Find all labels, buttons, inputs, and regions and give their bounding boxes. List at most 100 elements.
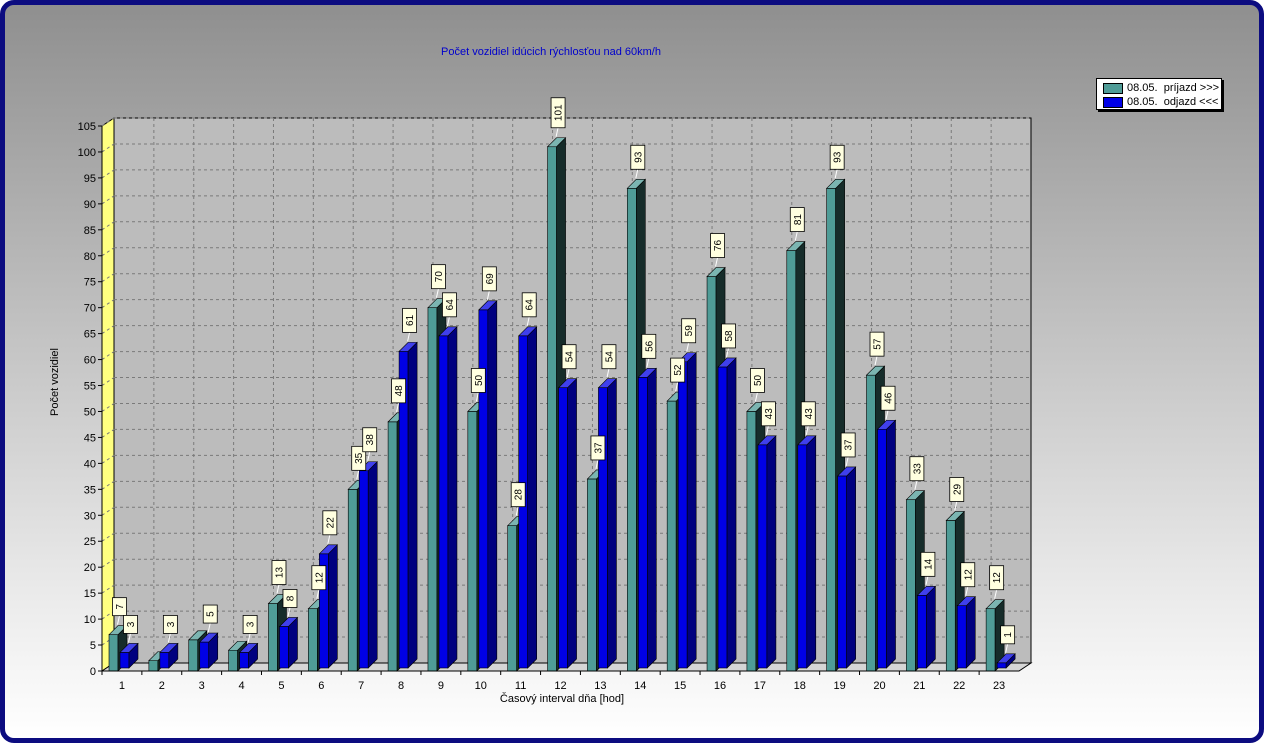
bar-top — [956, 596, 976, 607]
bar-odjazd — [836, 466, 857, 669]
data-label-box — [431, 264, 446, 290]
data-label-box — [681, 318, 697, 344]
data-label: 93 — [829, 144, 845, 179]
data-label: 50 — [750, 368, 765, 402]
data-label-box — [362, 427, 378, 453]
data-label-text: 52 — [673, 364, 684, 376]
y-tick-label: 85 — [84, 225, 96, 237]
data-label-box — [391, 378, 406, 404]
data-label-leader — [845, 456, 849, 467]
data-label-box — [920, 551, 936, 577]
bar-front — [268, 603, 278, 672]
data-label-text: 14 — [923, 558, 934, 570]
bar-front — [387, 421, 398, 672]
bar-front — [627, 187, 637, 672]
data-label-box — [789, 207, 805, 232]
grid-line-side — [101, 273, 115, 283]
data-label-box — [710, 233, 725, 258]
y-tick-label: 50 — [84, 406, 96, 418]
data-label-text: 64 — [525, 299, 536, 311]
y-tick-label: 60 — [84, 355, 96, 367]
data-label-text: 28 — [514, 489, 525, 501]
data-label-leader — [555, 127, 559, 137]
data-label-leader — [874, 356, 878, 366]
data-label-leader — [276, 584, 280, 594]
legend-swatch-prijazd — [1103, 83, 1123, 94]
bar-top — [119, 643, 139, 653]
data-label: 46 — [880, 385, 896, 420]
bar-side — [647, 367, 657, 669]
bar-front — [945, 520, 956, 672]
data-label-text: 59 — [684, 325, 695, 337]
bar-side — [328, 544, 338, 669]
bar-odjazd — [278, 616, 299, 669]
data-label-box — [670, 357, 686, 383]
bar-odjazd — [159, 642, 179, 669]
data-label-leader — [914, 480, 918, 490]
data-label-text: 61 — [405, 314, 416, 326]
data-label-leader — [486, 290, 490, 300]
data-label-box — [641, 333, 657, 359]
data-label: 58 — [721, 323, 736, 358]
data-label-box — [840, 432, 856, 458]
data-label-leader — [754, 392, 758, 402]
data-label: 59 — [681, 318, 697, 352]
bar-top — [876, 419, 897, 430]
x-tick-label: 15 — [674, 680, 686, 692]
data-label: 70 — [431, 264, 446, 298]
y-tick-label: 90 — [84, 199, 96, 211]
data-label-text: 35 — [354, 452, 365, 464]
data-label: 48 — [391, 378, 406, 412]
bar-front — [587, 478, 597, 672]
bar-side — [806, 435, 817, 669]
bar-odjazd — [358, 461, 378, 669]
data-label-text: 33 — [912, 463, 923, 475]
data-label-box — [561, 344, 577, 370]
data-label-text: 3 — [166, 621, 177, 627]
y-tick-label: 100 — [78, 147, 96, 159]
bar-front — [706, 276, 717, 672]
grid-line-side — [101, 558, 115, 568]
data-label: 57 — [869, 331, 885, 366]
bar-side — [447, 326, 458, 669]
grid-line-side — [101, 480, 115, 490]
data-label-box — [989, 565, 1005, 591]
x-tick-label: 21 — [913, 680, 925, 692]
bar-top — [557, 378, 578, 389]
x-tick-label: 18 — [794, 680, 806, 692]
data-label: 52 — [670, 357, 686, 392]
data-label-text: 3 — [246, 621, 257, 627]
data-label: 8 — [282, 589, 298, 617]
data-label-box — [869, 331, 885, 357]
data-label-leader — [515, 506, 519, 516]
bar-odjazd — [318, 544, 339, 669]
data-label-leader — [316, 589, 320, 599]
bar-odjazd — [797, 435, 817, 669]
data-label-leader — [1005, 643, 1009, 653]
bar-front — [877, 428, 887, 669]
bar-front — [558, 387, 568, 669]
data-label-leader — [965, 586, 969, 596]
data-label: 50 — [470, 368, 486, 402]
data-label-leader — [715, 257, 719, 267]
bar-front — [119, 652, 130, 669]
data-label-text: 37 — [844, 439, 855, 451]
bar-side — [846, 466, 856, 669]
data-label: 54 — [561, 344, 577, 378]
data-label-text: 12 — [314, 572, 325, 584]
data-label-leader — [167, 633, 171, 643]
data-label-leader — [446, 316, 450, 326]
grid-line-side — [101, 117, 115, 127]
data-label-leader — [765, 425, 769, 435]
bar-odjazd — [597, 377, 618, 669]
bar-top — [996, 653, 1016, 664]
x-tick-label: 19 — [833, 680, 845, 692]
bar-top — [517, 326, 538, 337]
x-tick-label: 20 — [873, 680, 885, 692]
y-tick-label: 35 — [84, 484, 96, 496]
x-tick-label: 23 — [993, 680, 1005, 692]
data-label-text: 69 — [485, 273, 496, 285]
data-label: 69 — [481, 266, 497, 300]
bar-top — [546, 137, 567, 148]
grid-line-side — [101, 429, 115, 438]
